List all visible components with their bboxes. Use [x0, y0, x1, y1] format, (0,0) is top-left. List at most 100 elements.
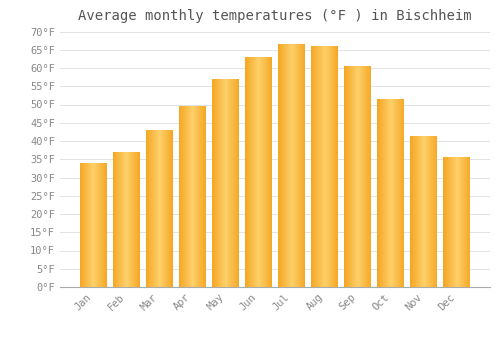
- Bar: [450, 158, 451, 287]
- Bar: [90, 163, 91, 287]
- Bar: [202, 106, 203, 287]
- Bar: [98, 163, 99, 287]
- Bar: [351, 66, 352, 287]
- Bar: [400, 99, 401, 287]
- Bar: [193, 106, 194, 287]
- Bar: [130, 152, 131, 287]
- Bar: [318, 46, 319, 287]
- Bar: [388, 99, 390, 287]
- Bar: [231, 79, 232, 287]
- Bar: [454, 158, 455, 287]
- Bar: [160, 130, 162, 287]
- Bar: [403, 99, 404, 287]
- Bar: [418, 135, 419, 287]
- Bar: [459, 158, 460, 287]
- Bar: [299, 44, 300, 287]
- Bar: [420, 135, 421, 287]
- Bar: [344, 66, 345, 287]
- Bar: [461, 158, 462, 287]
- Bar: [291, 44, 292, 287]
- Bar: [413, 135, 414, 287]
- Bar: [116, 152, 117, 287]
- Bar: [263, 57, 264, 287]
- Bar: [87, 163, 88, 287]
- Bar: [354, 66, 355, 287]
- Bar: [425, 135, 426, 287]
- Bar: [293, 44, 294, 287]
- Bar: [436, 135, 438, 287]
- Bar: [289, 44, 290, 287]
- Bar: [89, 163, 90, 287]
- Bar: [159, 130, 160, 287]
- Bar: [150, 130, 151, 287]
- Bar: [128, 152, 129, 287]
- Bar: [324, 46, 326, 287]
- Bar: [133, 152, 134, 287]
- Bar: [84, 163, 85, 287]
- Bar: [286, 44, 287, 287]
- Bar: [446, 158, 448, 287]
- Bar: [467, 158, 468, 287]
- Bar: [137, 152, 138, 287]
- Bar: [201, 106, 202, 287]
- Bar: [212, 79, 213, 287]
- Bar: [102, 163, 104, 287]
- Bar: [182, 106, 183, 287]
- Bar: [399, 99, 400, 287]
- Bar: [280, 44, 281, 287]
- Bar: [295, 44, 296, 287]
- Bar: [427, 135, 428, 287]
- Bar: [302, 44, 303, 287]
- Bar: [129, 152, 130, 287]
- Bar: [326, 46, 328, 287]
- Bar: [214, 79, 215, 287]
- Bar: [320, 46, 321, 287]
- Bar: [85, 163, 86, 287]
- Bar: [266, 57, 268, 287]
- Bar: [448, 158, 449, 287]
- Bar: [255, 57, 256, 287]
- Bar: [188, 106, 189, 287]
- Bar: [429, 135, 430, 287]
- Bar: [166, 130, 168, 287]
- Bar: [410, 135, 411, 287]
- Bar: [95, 163, 96, 287]
- Bar: [81, 163, 82, 287]
- Bar: [196, 106, 197, 287]
- Bar: [287, 44, 288, 287]
- Bar: [155, 130, 156, 287]
- Bar: [390, 99, 391, 287]
- Bar: [366, 66, 367, 287]
- Bar: [353, 66, 354, 287]
- Bar: [321, 46, 322, 287]
- Bar: [378, 99, 379, 287]
- Bar: [257, 57, 258, 287]
- Bar: [292, 44, 293, 287]
- Bar: [198, 106, 199, 287]
- Bar: [412, 135, 413, 287]
- Bar: [148, 130, 149, 287]
- Bar: [126, 152, 127, 287]
- Bar: [347, 66, 348, 287]
- Bar: [346, 66, 347, 287]
- Bar: [393, 99, 394, 287]
- Bar: [396, 99, 397, 287]
- Bar: [411, 135, 412, 287]
- Bar: [213, 79, 214, 287]
- Bar: [256, 57, 257, 287]
- Bar: [377, 99, 378, 287]
- Bar: [426, 135, 427, 287]
- Bar: [422, 135, 423, 287]
- Bar: [380, 99, 382, 287]
- Bar: [114, 152, 116, 287]
- Bar: [203, 106, 204, 287]
- Bar: [200, 106, 201, 287]
- Bar: [172, 130, 173, 287]
- Bar: [204, 106, 205, 287]
- Bar: [226, 79, 228, 287]
- Bar: [419, 135, 420, 287]
- Bar: [285, 44, 286, 287]
- Bar: [298, 44, 299, 287]
- Bar: [392, 99, 393, 287]
- Bar: [456, 158, 457, 287]
